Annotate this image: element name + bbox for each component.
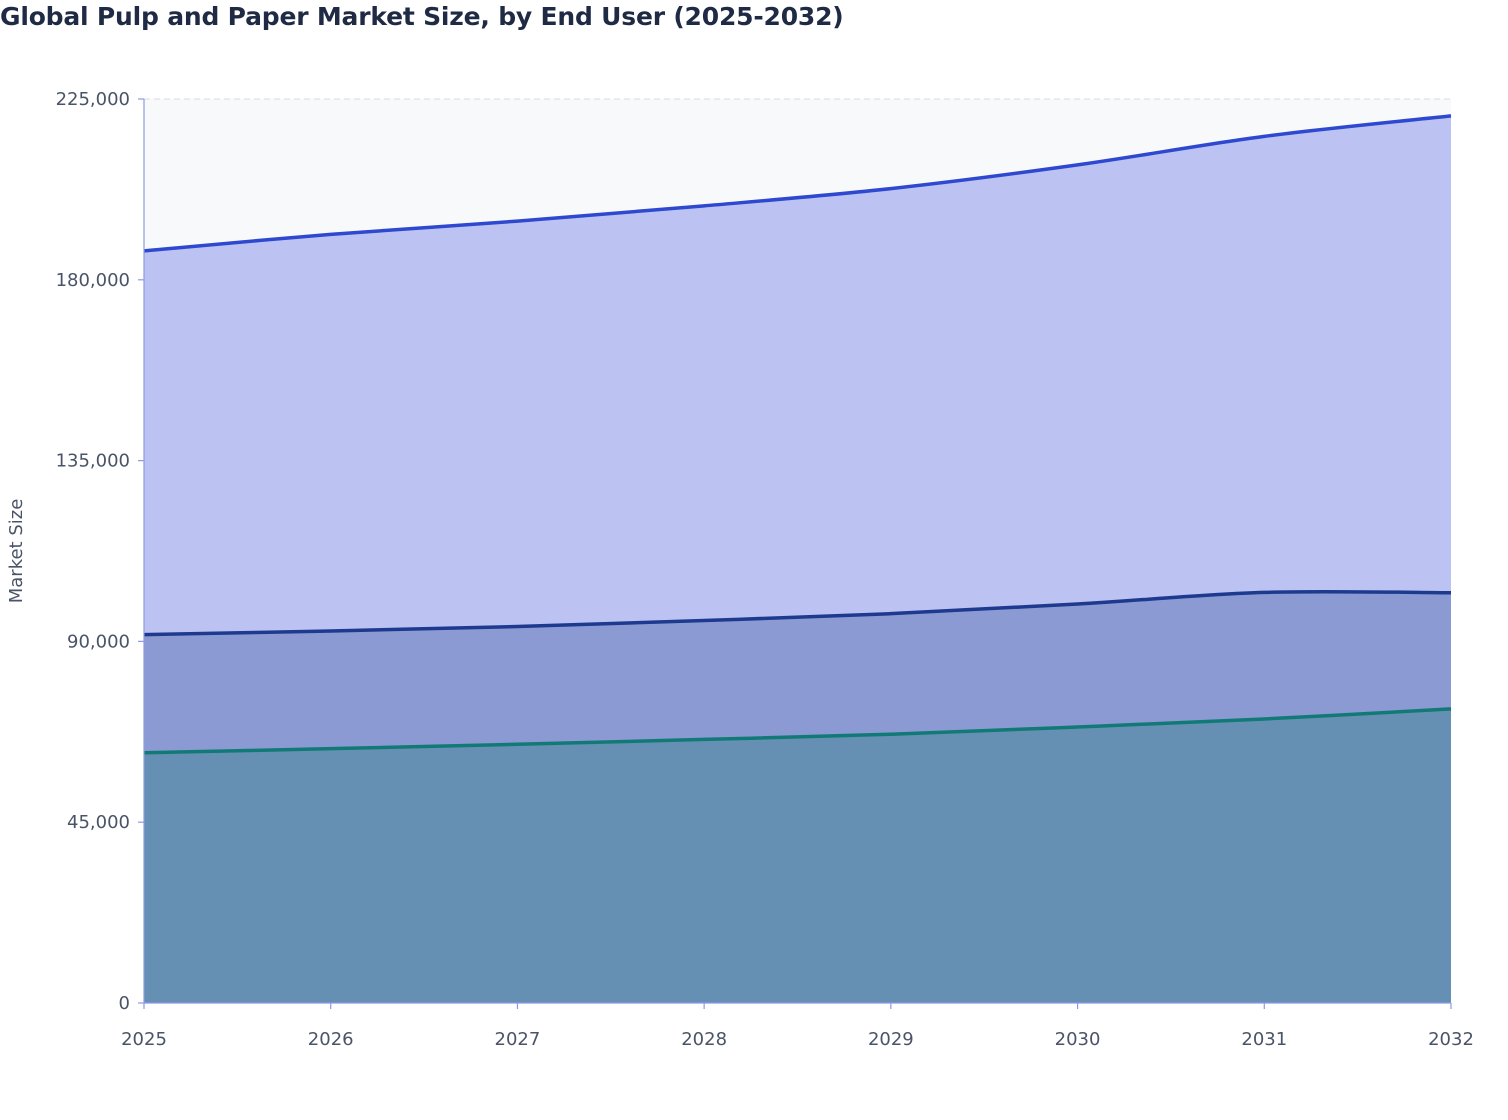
y-tick-label: 0 — [119, 993, 130, 1014]
y-axis-title: Market Size — [6, 499, 27, 604]
series-1-line — [143, 707, 1452, 755]
x-tick-label: 2025 — [121, 1029, 167, 1050]
series-lines — [143, 114, 1452, 755]
x-tick-label: 2027 — [495, 1029, 541, 1050]
tick-labels: 0 45,000 90,000 135,000 180,000 225,000 2025 20… — [56, 89, 1474, 1050]
series-3-area — [144, 115, 1451, 635]
axes — [138, 98, 1452, 1009]
x-tick-label: 2030 — [1055, 1029, 1101, 1050]
series-2-area — [144, 591, 1451, 753]
y-tick-label: 135,000 — [56, 451, 130, 472]
y-tick-label: 90,000 — [67, 631, 130, 652]
x-tick-label: 2031 — [1241, 1029, 1287, 1050]
y-tick-label: 45,000 — [67, 812, 130, 833]
y-tick-label: 180,000 — [56, 270, 130, 291]
series-3-line — [143, 114, 1452, 253]
y-tick-label: 225,000 — [56, 89, 130, 110]
series-1-area — [144, 708, 1451, 1003]
chart-title: Global Pulp and Paper Market Size, by En… — [0, 2, 844, 31]
area-fills — [144, 115, 1451, 1003]
x-tick-label: 2029 — [868, 1029, 914, 1050]
x-tick-label: 2026 — [308, 1029, 354, 1050]
x-tick-label: 2032 — [1428, 1029, 1474, 1050]
x-tick-label: 2028 — [681, 1029, 727, 1050]
series-2-line — [143, 589, 1452, 637]
